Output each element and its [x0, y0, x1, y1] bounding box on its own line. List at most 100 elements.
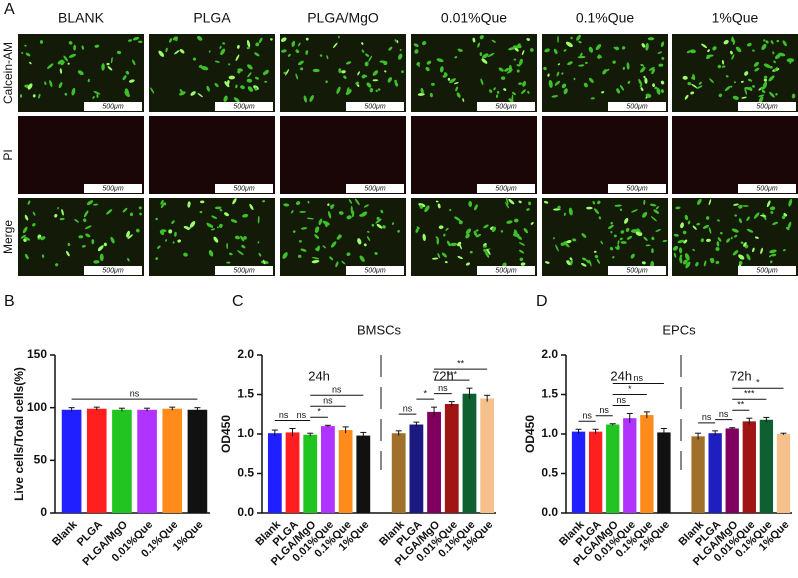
cell: [577, 55, 586, 59]
cell: [673, 252, 677, 258]
micrograph: 500μm: [18, 116, 144, 194]
cell: [568, 207, 573, 216]
cell: [683, 239, 688, 244]
cell: [254, 87, 258, 91]
cell: [465, 228, 472, 235]
cell: [656, 87, 661, 95]
cell: [519, 82, 523, 85]
cell: [247, 64, 253, 70]
cell: [61, 208, 64, 216]
y-tick-label: 1.0: [541, 426, 558, 440]
cell: [481, 58, 488, 64]
cell: [498, 67, 504, 72]
cell: [758, 96, 764, 104]
cell: [211, 228, 215, 231]
cell: [122, 207, 128, 213]
cell: [519, 257, 524, 262]
cell: [648, 66, 655, 71]
cell: [354, 198, 360, 206]
scale-bar: [215, 266, 273, 275]
cell: [744, 87, 748, 95]
cell: [359, 213, 364, 217]
cell: [371, 223, 375, 227]
cell: [763, 63, 771, 69]
cell: [620, 241, 627, 244]
cell: [438, 225, 444, 229]
cell: [717, 64, 722, 69]
cell: [475, 233, 482, 238]
cell: [640, 66, 646, 73]
y-tick-label: 150: [27, 347, 47, 361]
cell: [479, 52, 483, 57]
cell: [27, 200, 31, 205]
cell: [506, 197, 509, 205]
cell: [426, 60, 432, 65]
cell: [483, 248, 487, 253]
cell: [645, 93, 652, 98]
cell: [367, 230, 370, 233]
cell: [380, 209, 384, 214]
cell: [444, 261, 448, 264]
cell: [399, 48, 402, 52]
scale-bar-label: 500μm: [495, 185, 517, 192]
cell: [262, 259, 266, 265]
bar: [623, 418, 637, 513]
cell: [635, 231, 641, 236]
cell: [650, 216, 657, 222]
column-label: 0.1%Que: [576, 10, 635, 26]
cell: [199, 210, 203, 214]
cell: [563, 241, 570, 248]
cell: [775, 67, 779, 70]
image-background: [672, 34, 798, 112]
bar: [321, 426, 335, 513]
cell: [150, 87, 155, 94]
cell: [351, 210, 355, 218]
cell: [81, 45, 85, 50]
micrograph: 500μm: [280, 34, 406, 112]
cell: [660, 80, 665, 85]
scale-bar: [84, 184, 142, 193]
cell: [348, 199, 352, 204]
cell: [299, 210, 307, 213]
cell: [312, 68, 320, 73]
cell: [457, 48, 463, 52]
cell: [160, 199, 164, 205]
cell: [768, 75, 775, 82]
cell: [683, 259, 688, 265]
cell: [55, 263, 59, 267]
cell: [311, 259, 320, 264]
cell: [183, 225, 190, 230]
cell: [398, 53, 403, 60]
cell: [469, 250, 473, 254]
cell: [285, 69, 290, 76]
cell: [445, 227, 449, 231]
cell: [760, 86, 765, 90]
bar: [588, 431, 603, 513]
cell: [376, 223, 383, 229]
cell: [315, 226, 320, 231]
cell: [731, 54, 735, 60]
cell: [224, 212, 229, 217]
cell: [77, 70, 84, 76]
cell: [586, 206, 593, 210]
cell: [233, 97, 240, 103]
cell: [495, 94, 499, 98]
cell: [135, 228, 140, 233]
cell: [684, 253, 690, 261]
cell: [125, 70, 130, 75]
cell: [247, 72, 252, 78]
cell: [521, 89, 526, 95]
cell: [363, 243, 367, 247]
cell: [578, 64, 585, 67]
cell: [81, 245, 86, 248]
cell: [449, 242, 458, 247]
bar: [162, 408, 183, 513]
cell: [682, 230, 687, 235]
cell: [93, 203, 99, 206]
bar: [742, 421, 756, 513]
cell: [692, 225, 697, 230]
cell: [741, 96, 747, 99]
cell: [38, 93, 41, 99]
bar: [137, 409, 157, 513]
cell: [609, 246, 614, 251]
